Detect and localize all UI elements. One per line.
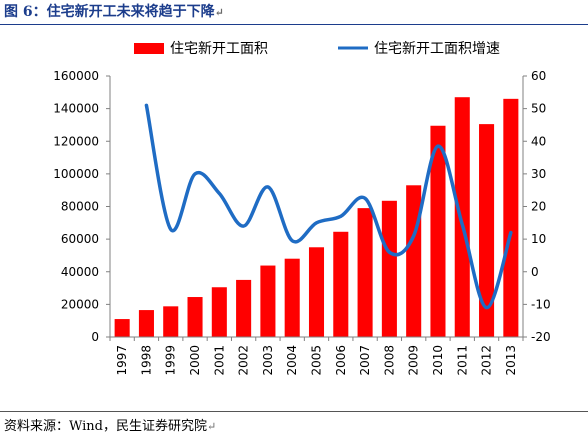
x-tick-label-2013: 2013 xyxy=(504,345,518,376)
left-tick-label: 0 xyxy=(91,330,99,344)
figure-title: 图 6：住宅新开工未来将趋于下降↵ xyxy=(4,2,224,22)
figure-title-text: 图 6：住宅新开工未来将趋于下降 xyxy=(4,4,215,20)
right-tick-label: 10 xyxy=(531,232,546,246)
bar-2001 xyxy=(211,287,227,337)
bar-2006 xyxy=(333,231,349,337)
bar-1999 xyxy=(163,306,179,337)
bar-series xyxy=(114,97,519,338)
right-tick-label: -10 xyxy=(531,297,551,311)
x-tick-label-2005: 2005 xyxy=(310,345,324,376)
right-tick-label: 20 xyxy=(531,200,546,214)
bar-1998 xyxy=(138,310,154,337)
bar-1997 xyxy=(114,319,130,337)
bar-2010 xyxy=(430,125,446,337)
legend: 住宅新开工面积 住宅新开工面积增速 xyxy=(134,41,500,57)
source-text: 资料来源：Wind，民生证券研究院 xyxy=(4,419,207,434)
right-tick-label: 0 xyxy=(531,265,539,279)
x-tick-label-2001: 2001 xyxy=(212,345,226,376)
x-tick-label-2007: 2007 xyxy=(358,345,372,376)
bar-2007 xyxy=(357,208,373,337)
bar-2003 xyxy=(260,265,276,337)
x-tick-label-1999: 1999 xyxy=(164,345,178,376)
x-tick-label-2000: 2000 xyxy=(188,345,202,376)
left-tick-label: 40000 xyxy=(61,265,99,279)
paragraph-mark-icon: ↵ xyxy=(207,420,217,433)
bar-2009 xyxy=(406,185,422,337)
right-axis-tick-labels: -20 -10 0 10 20 30 40 50 60 xyxy=(523,69,551,344)
bar-2000 xyxy=(187,297,203,337)
bar-2002 xyxy=(236,279,252,337)
combo-chart: 住宅新开工面积 住宅新开工面积增速 0200004000060000800001… xyxy=(53,41,551,376)
right-tick-label: 40 xyxy=(531,134,546,148)
title-rule xyxy=(0,24,588,25)
x-tick-label-2008: 2008 xyxy=(382,345,396,376)
left-tick-label: 60000 xyxy=(61,232,99,246)
bar-2012 xyxy=(479,124,495,338)
legend-label-bar: 住宅新开工面积 xyxy=(170,41,268,57)
left-axis-tick-labels: 0 20000 40000 60000 80000 100000 120000 140000 1… xyxy=(53,69,110,344)
x-tick-label-2012: 2012 xyxy=(480,345,494,376)
bottom-rule xyxy=(0,411,588,412)
left-tick-label: 20000 xyxy=(61,297,99,311)
right-tick-label: -20 xyxy=(531,330,551,344)
bar-2008 xyxy=(381,200,397,337)
x-tick-label-1997: 1997 xyxy=(115,345,129,376)
paragraph-mark-icon: ↵ xyxy=(214,6,224,19)
line-series xyxy=(144,103,513,310)
left-tick-label: 140000 xyxy=(53,102,99,116)
bar-2005 xyxy=(308,247,325,337)
x-tick-label-2003: 2003 xyxy=(261,345,275,376)
growth-line xyxy=(144,103,513,310)
x-axis-tick-labels: 1997 1998 1999 2000 2001 2002 2003 2004 2005 2006… xyxy=(109,337,524,376)
right-tick-label: 30 xyxy=(531,167,546,181)
x-tick-label-2004: 2004 xyxy=(285,345,299,376)
legend-label-line: 住宅新开工面积增速 xyxy=(374,41,500,57)
bar-2011 xyxy=(454,97,470,338)
bar-2013 xyxy=(503,98,519,337)
x-tick-label-1998: 1998 xyxy=(139,345,153,376)
x-tick-label-2010: 2010 xyxy=(431,345,445,376)
legend-swatch-bar xyxy=(134,43,164,54)
x-tick-label-2006: 2006 xyxy=(334,345,348,376)
left-tick-label: 120000 xyxy=(53,134,99,148)
left-tick-label: 100000 xyxy=(53,167,99,181)
x-tick-label-2002: 2002 xyxy=(237,345,251,376)
right-tick-label: 60 xyxy=(531,69,546,83)
right-tick-label: 50 xyxy=(531,102,546,116)
left-tick-label: 160000 xyxy=(53,69,99,83)
x-tick-label-2009: 2009 xyxy=(407,345,421,376)
left-tick-label: 80000 xyxy=(61,200,99,214)
source-note: 资料来源：Wind，民生证券研究院↵ xyxy=(4,418,216,436)
bar-2004 xyxy=(284,258,300,337)
x-tick-label-2011: 2011 xyxy=(455,345,469,376)
